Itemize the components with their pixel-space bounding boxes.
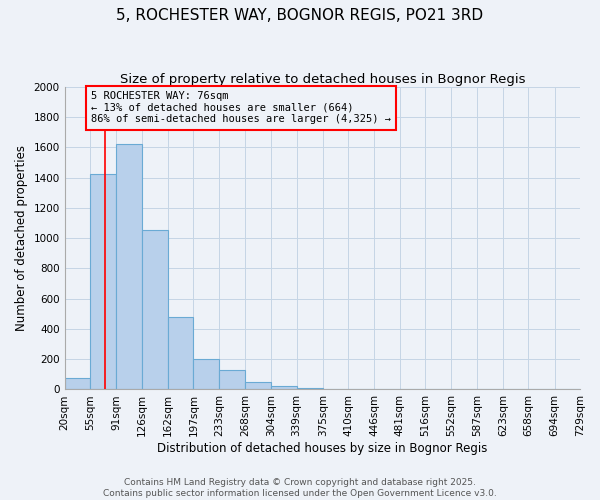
Bar [193, 359, 220, 390]
Text: 5 ROCHESTER WAY: 76sqm
← 13% of detached houses are smaller (664)
86% of semi-de: 5 ROCHESTER WAY: 76sqm ← 13% of detached… [91, 91, 391, 124]
Bar [220, 370, 245, 390]
Text: Contains HM Land Registry data © Crown copyright and database right 2025.
Contai: Contains HM Land Registry data © Crown c… [103, 478, 497, 498]
Bar [65, 378, 90, 390]
Bar [168, 317, 193, 390]
Text: 5, ROCHESTER WAY, BOGNOR REGIS, PO21 3RD: 5, ROCHESTER WAY, BOGNOR REGIS, PO21 3RD [116, 8, 484, 22]
Title: Size of property relative to detached houses in Bognor Regis: Size of property relative to detached ho… [119, 72, 525, 86]
Bar [271, 386, 296, 390]
Bar [90, 174, 116, 390]
Bar [116, 144, 142, 390]
Bar [245, 382, 271, 390]
Bar [323, 388, 348, 390]
Bar [142, 230, 168, 390]
Bar [296, 388, 323, 390]
X-axis label: Distribution of detached houses by size in Bognor Regis: Distribution of detached houses by size … [157, 442, 488, 455]
Y-axis label: Number of detached properties: Number of detached properties [15, 145, 28, 331]
